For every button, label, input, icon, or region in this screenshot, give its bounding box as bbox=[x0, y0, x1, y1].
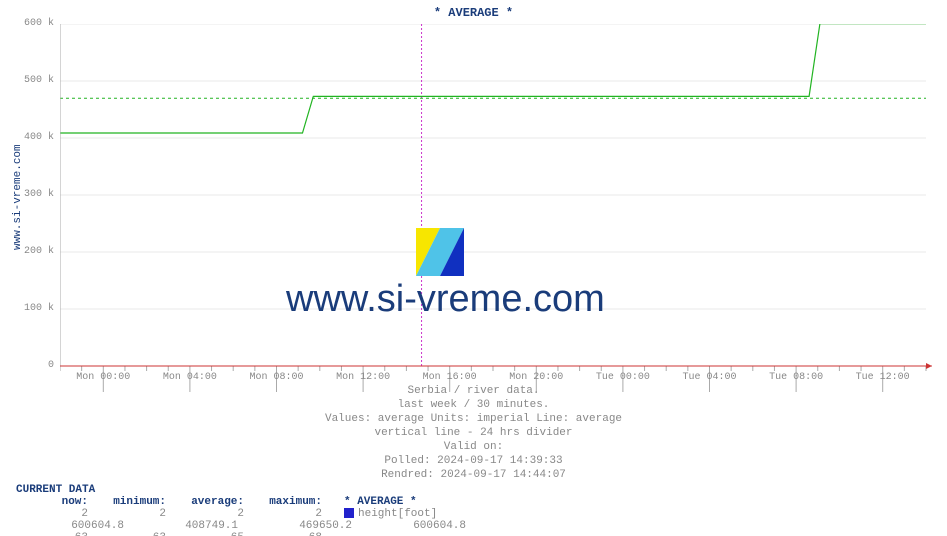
current-data-cell: 469650.2 bbox=[244, 520, 358, 532]
caption-block: Serbia / river data.last week / 30 minut… bbox=[0, 384, 947, 482]
current-data-cell: 600604.8 bbox=[358, 520, 472, 532]
current-data-headers: now:minimum:average:maximum:* AVERAGE * bbox=[16, 496, 472, 508]
watermark-logo-icon bbox=[416, 228, 464, 276]
caption-line: Serbia / river data. bbox=[0, 384, 947, 398]
current-data-cell: 2 bbox=[172, 508, 250, 520]
legend-swatch-icon bbox=[344, 508, 354, 518]
y-tick-label: 0 bbox=[14, 360, 54, 371]
x-tick-label: Mon 20:00 bbox=[506, 372, 566, 383]
chart-plot bbox=[60, 24, 946, 406]
current-data-header: maximum: bbox=[250, 496, 328, 508]
current-data-row: 600604.8408749.1469650.2600604.8 bbox=[16, 520, 472, 532]
x-tick-label: Mon 12:00 bbox=[333, 372, 393, 383]
current-data-cell: 68 bbox=[250, 532, 328, 536]
y-tick-label: 500 k bbox=[14, 75, 54, 86]
current-data-row: 63636568 bbox=[16, 532, 472, 536]
x-tick-label: Tue 04:00 bbox=[680, 372, 740, 383]
x-tick-label: Tue 08:00 bbox=[766, 372, 826, 383]
y-tick-label: 100 k bbox=[14, 303, 54, 314]
chart-frame: * AVERAGE * www.si-vreme.com 0 100 k 200 k… bbox=[0, 0, 947, 536]
x-tick-label: Mon 16:00 bbox=[420, 372, 480, 383]
watermark-text: www.si-vreme.com bbox=[286, 278, 605, 321]
caption-line: Valid on: bbox=[0, 440, 947, 454]
legend-series-label: height[foot] bbox=[358, 508, 437, 520]
current-data-block: CURRENT DATA now:minimum:average:maximum… bbox=[16, 484, 472, 536]
y-tick-label: 600 k bbox=[14, 18, 54, 29]
current-data-header: average: bbox=[172, 496, 250, 508]
current-data-cell: 63 bbox=[16, 532, 94, 536]
current-data-cell: 600604.8 bbox=[16, 520, 130, 532]
current-data-cell: 408749.1 bbox=[130, 520, 244, 532]
x-tick-label: Tue 00:00 bbox=[593, 372, 653, 383]
y-tick-label: 300 k bbox=[14, 189, 54, 200]
caption-line: vertical line - 24 hrs divider bbox=[0, 426, 947, 440]
x-tick-label: Mon 08:00 bbox=[247, 372, 307, 383]
caption-line: Rendred: 2024-09-17 14:44:07 bbox=[0, 468, 947, 482]
caption-line: last week / 30 minutes. bbox=[0, 398, 947, 412]
current-data-legend-title: * AVERAGE * bbox=[328, 496, 417, 508]
x-tick-label: Mon 00:00 bbox=[73, 372, 133, 383]
y-tick-label: 200 k bbox=[14, 246, 54, 257]
current-data-heading: CURRENT DATA bbox=[16, 484, 472, 496]
x-tick-label: Mon 04:00 bbox=[160, 372, 220, 383]
current-data-cell: 2 bbox=[250, 508, 328, 520]
x-tick-label: Tue 12:00 bbox=[853, 372, 913, 383]
current-data-row: 2222height[foot] bbox=[16, 508, 472, 520]
caption-line: Polled: 2024-09-17 14:39:33 bbox=[0, 454, 947, 468]
current-data-header: minimum: bbox=[94, 496, 172, 508]
current-data-legend: height[foot] bbox=[328, 508, 437, 520]
current-data-cell: 63 bbox=[94, 532, 172, 536]
current-data-header: now: bbox=[16, 496, 94, 508]
y-tick-label: 400 k bbox=[14, 132, 54, 143]
chart-title: * AVERAGE * bbox=[0, 6, 947, 20]
current-data-cell: 2 bbox=[16, 508, 94, 520]
current-data-cell: 65 bbox=[172, 532, 250, 536]
current-data-cell: 2 bbox=[94, 508, 172, 520]
caption-line: Values: average Units: imperial Line: av… bbox=[0, 412, 947, 426]
